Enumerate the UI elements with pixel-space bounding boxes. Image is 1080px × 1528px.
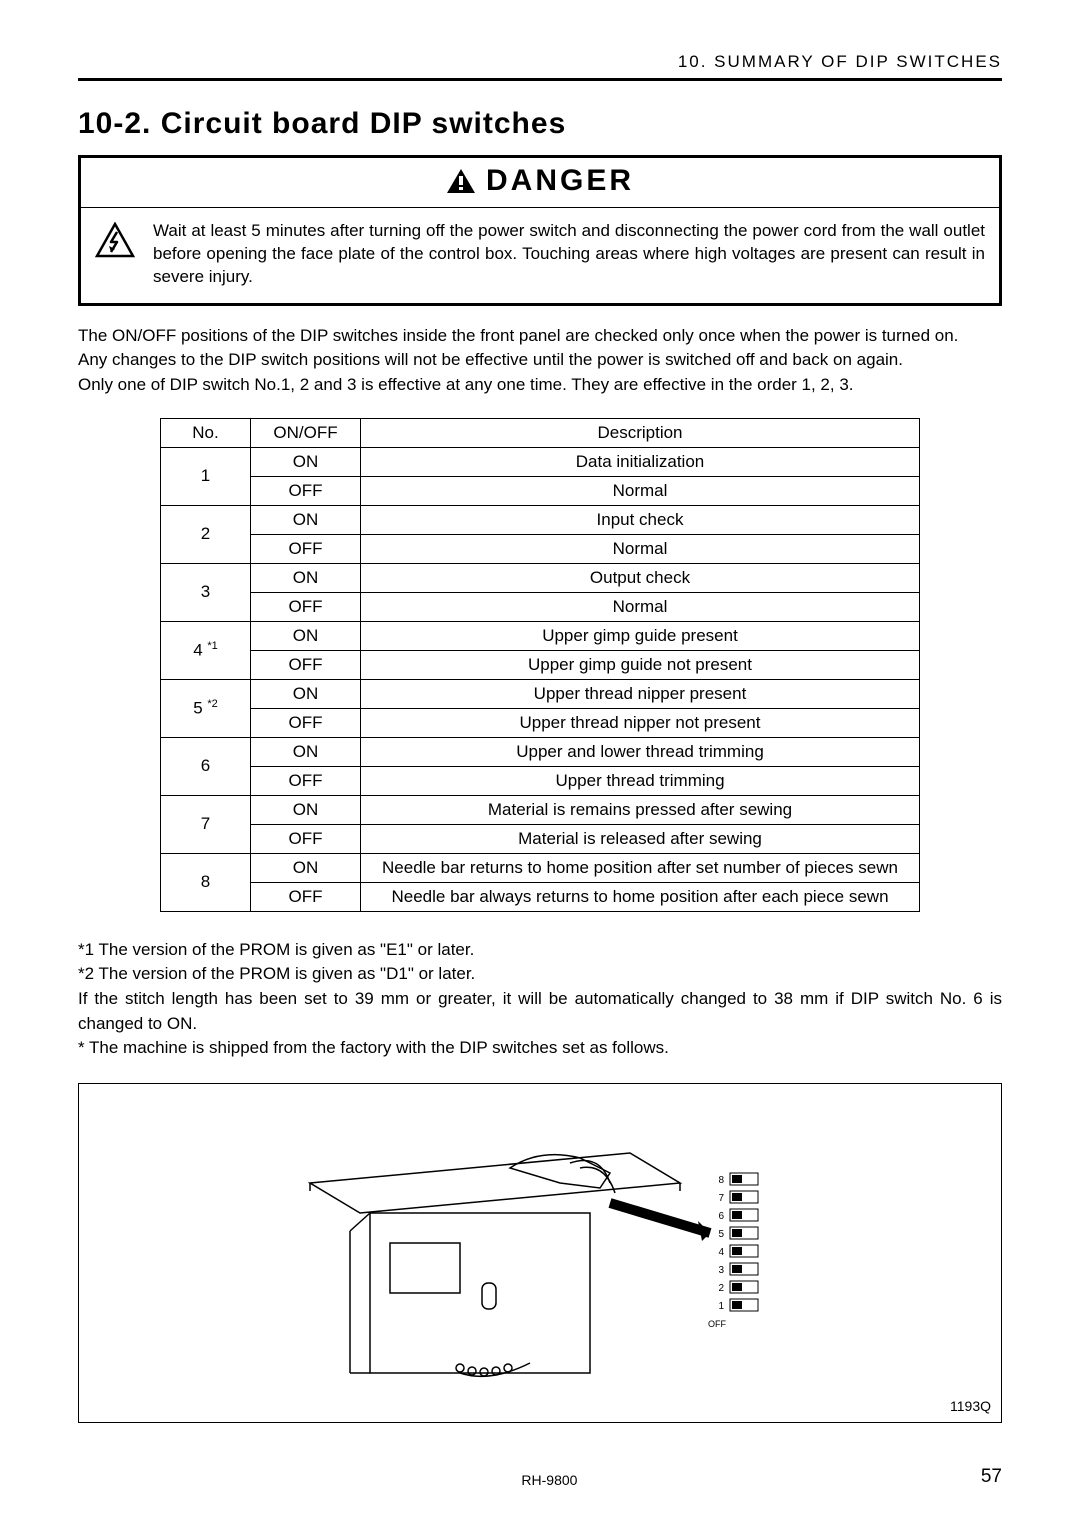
cell-on: ON [251, 853, 361, 882]
table-row: OFFNormal [161, 476, 920, 505]
table-row: 6ONUpper and lower thread trimming [161, 737, 920, 766]
cell-on: ON [251, 447, 361, 476]
cell-no: 4 *1 [161, 621, 251, 679]
cell-on-desc: Upper gimp guide present [361, 621, 920, 650]
danger-text: Wait at least 5 minutes after turning of… [153, 220, 985, 289]
footnote-3: If the stitch length has been set to 39 … [78, 987, 1002, 1036]
table-row: 4 *1ONUpper gimp guide present [161, 621, 920, 650]
danger-box: DANGER Wait at least 5 minutes after tur… [78, 155, 1002, 306]
table-row: 5 *2ONUpper thread nipper present [161, 679, 920, 708]
cell-on-desc: Upper thread nipper present [361, 679, 920, 708]
footnote-1: *1 The version of the PROM is given as "… [78, 938, 1002, 963]
header-onoff: ON/OFF [251, 418, 361, 447]
table-row: 1ONData initialization [161, 447, 920, 476]
cell-no: 5 *2 [161, 679, 251, 737]
header-rule: 10. SUMMARY OF DIP SWITCHES [78, 52, 1002, 81]
cell-no: 3 [161, 563, 251, 621]
chapter-label: 10. SUMMARY OF DIP SWITCHES [78, 52, 1002, 72]
dip-switch-diagram: 1 2 3 4 5 6 7 8 OFF [708, 1173, 758, 1329]
illustration-label: 1193Q [950, 1398, 991, 1414]
danger-title-text: DANGER [486, 164, 634, 198]
electric-hazard-icon [95, 222, 135, 258]
svg-text:OFF: OFF [708, 1319, 726, 1329]
cell-on-desc: Upper and lower thread trimming [361, 737, 920, 766]
cell-off-desc: Needle bar always returns to home positi… [361, 882, 920, 911]
cell-off: OFF [251, 708, 361, 737]
cell-no: 8 [161, 853, 251, 911]
svg-text:6: 6 [718, 1211, 724, 1222]
cell-on-desc: Input check [361, 505, 920, 534]
cell-no: 6 [161, 737, 251, 795]
header-no: No. [161, 418, 251, 447]
cell-off: OFF [251, 650, 361, 679]
cell-off-desc: Material is released after sewing [361, 824, 920, 853]
table-row: 3ONOutput check [161, 563, 920, 592]
footnote-4: * The machine is shipped from the factor… [78, 1036, 1002, 1061]
cell-off-desc: Normal [361, 592, 920, 621]
table-row: 7ONMaterial is remains pressed after sew… [161, 795, 920, 824]
cell-on-desc: Needle bar returns to home position afte… [361, 853, 920, 882]
cell-on: ON [251, 737, 361, 766]
table-row: OFFUpper thread nipper not present [161, 708, 920, 737]
svg-text:1: 1 [718, 1301, 724, 1312]
svg-text:8: 8 [718, 1175, 724, 1186]
cell-off-desc: Upper thread nipper not present [361, 708, 920, 737]
danger-title: DANGER [446, 164, 634, 198]
cell-on: ON [251, 795, 361, 824]
svg-text:3: 3 [718, 1265, 724, 1276]
header-desc: Description [361, 418, 920, 447]
table-row: OFFUpper gimp guide not present [161, 650, 920, 679]
table-row: OFFNormal [161, 534, 920, 563]
footnote-2: *2 The version of the PROM is given as "… [78, 962, 1002, 987]
cell-on: ON [251, 505, 361, 534]
section-title: 10-2. Circuit board DIP switches [78, 107, 1002, 141]
cell-off-desc: Upper thread trimming [361, 766, 920, 795]
cell-off: OFF [251, 824, 361, 853]
table-header-row: No. ON/OFF Description [161, 418, 920, 447]
cell-on-desc: Data initialization [361, 447, 920, 476]
cell-off: OFF [251, 534, 361, 563]
intro-line-2: Any changes to the DIP switch positions … [78, 348, 1002, 373]
cell-off-desc: Normal [361, 476, 920, 505]
cell-no: 2 [161, 505, 251, 563]
footer-page: 57 [981, 1466, 1002, 1488]
cell-off-desc: Upper gimp guide not present [361, 650, 920, 679]
table-row: OFFNormal [161, 592, 920, 621]
machine-illustration: 1 2 3 4 5 6 7 8 OFF [260, 1113, 820, 1393]
danger-title-row: DANGER [81, 158, 999, 208]
svg-text:7: 7 [718, 1193, 724, 1204]
table-row: 2ONInput check [161, 505, 920, 534]
svg-text:5: 5 [718, 1229, 724, 1240]
page-footer: RH-9800 57 [78, 1466, 1002, 1488]
cell-on-desc: Material is remains pressed after sewing [361, 795, 920, 824]
cell-no: 1 [161, 447, 251, 505]
table-row: OFFUpper thread trimming [161, 766, 920, 795]
svg-text:4: 4 [718, 1247, 724, 1258]
intro-text: The ON/OFF positions of the DIP switches… [78, 324, 1002, 398]
dip-switch-table: No. ON/OFF Description 1ONData initializ… [160, 418, 920, 912]
cell-off: OFF [251, 766, 361, 795]
table-row: OFFNeedle bar always returns to home pos… [161, 882, 920, 911]
illustration-box: 1 2 3 4 5 6 7 8 OFF 1193Q [78, 1083, 1002, 1423]
cell-on: ON [251, 679, 361, 708]
cell-off: OFF [251, 592, 361, 621]
cell-off-desc: Normal [361, 534, 920, 563]
footnotes: *1 The version of the PROM is given as "… [78, 938, 1002, 1061]
table-row: 8ONNeedle bar returns to home position a… [161, 853, 920, 882]
intro-line-1: The ON/OFF positions of the DIP switches… [78, 324, 1002, 349]
cell-on: ON [251, 621, 361, 650]
intro-line-3: Only one of DIP switch No.1, 2 and 3 is … [78, 373, 1002, 398]
warning-triangle-icon [446, 168, 476, 194]
footer-model: RH-9800 [118, 1472, 981, 1488]
danger-content: Wait at least 5 minutes after turning of… [81, 208, 999, 303]
svg-text:2: 2 [718, 1283, 724, 1294]
cell-no: 7 [161, 795, 251, 853]
table-row: OFFMaterial is released after sewing [161, 824, 920, 853]
cell-on-desc: Output check [361, 563, 920, 592]
cell-off: OFF [251, 882, 361, 911]
cell-on: ON [251, 563, 361, 592]
cell-off: OFF [251, 476, 361, 505]
